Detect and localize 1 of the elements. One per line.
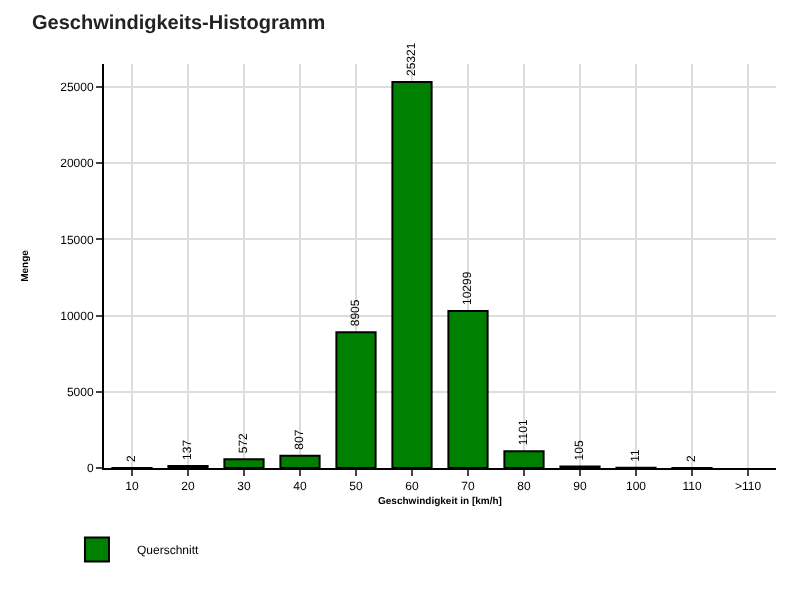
chart-title: Geschwindigkeits-Histogramm — [32, 13, 326, 36]
